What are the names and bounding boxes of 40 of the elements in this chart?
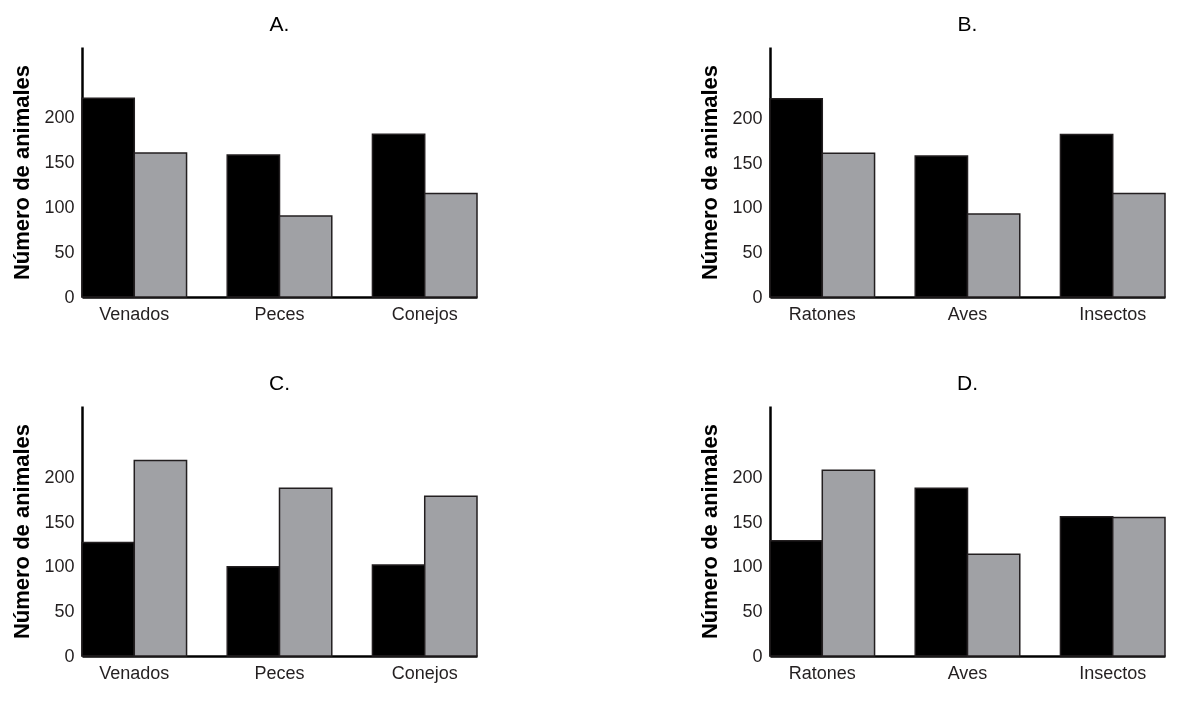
chart-title: C. (269, 371, 290, 394)
y-tick-label: 200 (44, 466, 75, 487)
x-tick-label: Ratones (788, 303, 856, 324)
y-tick-label: 50 (742, 241, 763, 262)
y-tick-label: 50 (54, 241, 75, 262)
x-tick-label: Ratones (788, 662, 856, 683)
chart-title: B. (957, 12, 978, 35)
x-tick-label: Conejos (391, 662, 458, 683)
x-tick-label: Peces (254, 303, 305, 324)
x-tick-label: Conejos (391, 303, 458, 324)
y-tick-label: 100 (44, 196, 75, 217)
y-tick-label: 0 (64, 645, 75, 666)
y-axis-title: Número de animales (697, 423, 723, 640)
x-tick-label: Insectos (1079, 662, 1147, 683)
x-tick-label: Aves (947, 303, 988, 324)
y-tick-label: 200 (732, 107, 763, 128)
y-tick-label: 200 (732, 466, 763, 487)
y-tick-label: 0 (64, 286, 75, 307)
y-tick-label: 100 (732, 556, 763, 577)
y-tick-label: 150 (44, 511, 75, 532)
chart-title: A. (269, 12, 290, 35)
y-tick-label: 50 (54, 600, 75, 621)
y-tick-label: 150 (732, 152, 763, 173)
y-tick-label: 200 (44, 106, 75, 127)
x-tick-label: Venados (99, 303, 170, 324)
y-axis-title: Número de animales (697, 64, 723, 281)
y-tick-label: 150 (732, 511, 763, 532)
y-tick-label: 50 (742, 600, 763, 621)
chart-title: D. (957, 371, 978, 394)
y-axis-title: Número de animales (9, 423, 35, 640)
x-tick-label: Aves (947, 662, 988, 683)
x-tick-label: Insectos (1079, 303, 1147, 324)
y-tick-label: 150 (44, 151, 75, 172)
y-axis-title: Número de animales (9, 64, 35, 281)
y-tick-label: 100 (44, 556, 75, 577)
x-tick-label: Peces (254, 662, 305, 683)
y-tick-label: 0 (752, 286, 763, 307)
y-tick-label: 100 (732, 197, 763, 218)
y-tick-label: 0 (752, 645, 763, 666)
x-tick-label: Venados (99, 662, 170, 683)
